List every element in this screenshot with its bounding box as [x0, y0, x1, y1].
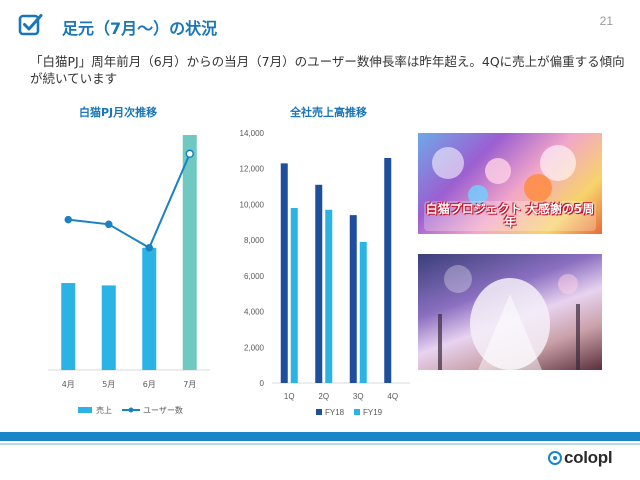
y-tick-label: 6,000: [244, 272, 265, 281]
bar-FY19-2Q: [325, 209, 333, 383]
y-tick-label: 12,000: [240, 165, 265, 174]
page-title: 足元（7月～）の状況: [62, 19, 218, 38]
x-tick-label: 6月: [143, 380, 156, 389]
bar-sales-7月: [182, 135, 197, 370]
legend-label-FY19: FY19: [363, 408, 383, 417]
legend-swatch-sales: [78, 407, 92, 413]
legend-label-FY18: FY18: [325, 408, 345, 417]
sales-chart: 0 2,000 4,000 6,000 8,000 10,000 12,000 14,000 1…: [240, 129, 410, 417]
bar-sales-5月: [101, 285, 116, 370]
bar-sales-6月: [142, 247, 157, 370]
bar-FY19-3Q: [359, 241, 367, 383]
legend-marker-users: [128, 407, 134, 413]
y-tick-label: 2,000: [244, 343, 265, 352]
legend-swatch-FY18: [316, 409, 322, 415]
y-tick-label: 14,000: [240, 129, 265, 138]
shironeko-5th-anniversary-banner: 白猫プロジェクト 大感謝の5周年: [418, 133, 602, 234]
y-tick-label: 10,000: [240, 200, 265, 209]
shironeko-key-art: [418, 254, 602, 370]
colopl-logo-text: colopl: [564, 448, 613, 467]
lead-text: 「白猫PJ」周年前月（6月）からの当月（7月）のユーザー数伸長率は昨年超え。4Q…: [30, 54, 625, 86]
banner-caption: 白猫プロジェクト 大感謝の5周年: [425, 202, 595, 229]
legend-label-users: ユーザー数: [143, 405, 183, 415]
bar-FY19-1Q: [290, 208, 298, 383]
y-tick-label: 0: [260, 379, 265, 388]
y-tick-label: 4,000: [244, 308, 265, 317]
x-tick-label: 7月: [183, 380, 196, 389]
footer-divider: [0, 443, 640, 445]
bar-FY18-2Q: [315, 184, 323, 383]
bar-FY18-4Q: [384, 158, 392, 383]
point-users-7月: [185, 149, 194, 159]
monthly-chart-title: 白猫PJ月次推移: [79, 106, 158, 119]
legend-swatch-FY19: [354, 409, 360, 415]
footer-bar: [0, 432, 640, 441]
legend-label-sales: 売上: [96, 405, 112, 415]
x-tick-label: 4月: [62, 380, 75, 389]
x-tick-label: 5月: [102, 380, 115, 389]
bar-sales-4月: [61, 283, 76, 370]
line-users: [68, 153, 191, 250]
page-number: 21: [599, 14, 613, 28]
bar-FY18-3Q: [349, 215, 357, 383]
colopl-logo-icon: [548, 451, 562, 465]
point-users-4月: [64, 215, 72, 224]
point-users-6月: [145, 244, 153, 252]
point-users-5月: [105, 220, 113, 229]
x-tick-label: 2Q: [318, 392, 329, 401]
x-tick-label: 1Q: [284, 392, 295, 401]
x-tick-label: 3Q: [353, 392, 364, 401]
sales-chart-title: 全社売上高推移: [290, 106, 367, 119]
bar-FY18-1Q: [280, 163, 288, 383]
x-tick-label: 4Q: [387, 392, 398, 401]
y-tick-label: 8,000: [244, 236, 265, 245]
checkbox-icon: [18, 14, 43, 36]
